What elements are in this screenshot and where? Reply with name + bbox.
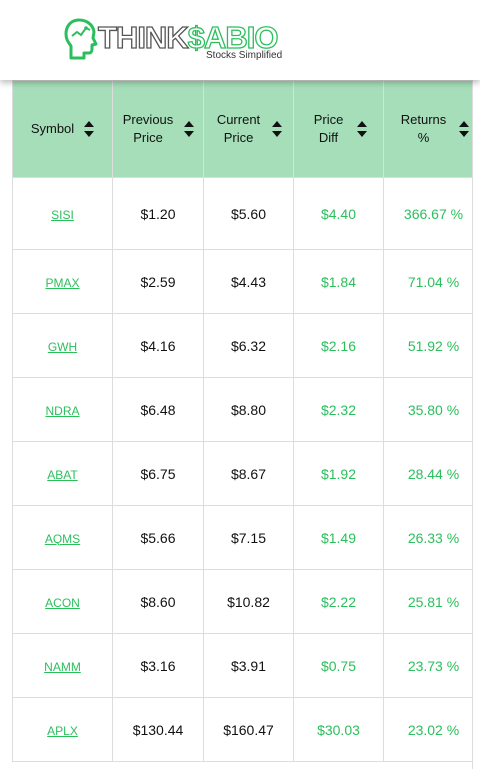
table-right-edge — [472, 80, 480, 769]
brand-name-part2: $ABIO — [187, 19, 279, 55]
returns-cell: 71.04 % — [383, 249, 480, 314]
previous-price-cell: $6.75 — [112, 441, 204, 506]
table-row: NDRA $6.48 $8.80 $2.32 35.80 % — [12, 377, 480, 442]
table-row: NAMM $3.16 $3.91 $0.75 23.73 % — [12, 633, 480, 698]
previous-price-cell: $5.66 — [112, 505, 204, 570]
table-row: APLX $130.44 $160.47 $30.03 23.02 % — [12, 697, 480, 762]
col-header-previous-price[interactable]: Previous Price — [112, 80, 204, 178]
table-row: PMAX $2.59 $4.43 $1.84 71.04 % — [12, 249, 480, 314]
site-header: THINK$ABIO Stocks Simplified — [0, 0, 480, 80]
stocks-table: Symbol Previous Price Current Price Pric… — [12, 80, 480, 762]
current-price-cell: $5.60 — [203, 177, 294, 250]
sort-updown-icon[interactable] — [184, 121, 194, 137]
returns-cell: 23.73 % — [383, 633, 480, 698]
symbol-link[interactable]: SISI — [51, 207, 74, 222]
previous-price-cell: $1.20 — [112, 177, 204, 250]
sort-updown-icon[interactable] — [84, 121, 95, 138]
brand-tagline: Stocks Simplified — [206, 50, 283, 61]
symbol-cell: APLX — [12, 697, 113, 762]
head-profile-icon — [64, 18, 98, 60]
thinksabio-logo[interactable]: THINK$ABIO Stocks Simplified — [64, 18, 294, 64]
sort-updown-icon[interactable] — [356, 121, 367, 137]
price-diff-cell: $2.32 — [293, 377, 384, 442]
current-price-cell: $4.43 — [203, 249, 294, 314]
col-header-returns[interactable]: Returns % — [383, 80, 480, 178]
current-price-cell: $3.91 — [203, 633, 294, 698]
previous-price-cell: $4.16 — [112, 313, 204, 378]
symbol-link[interactable]: GWH — [47, 339, 78, 354]
current-price-cell: $8.80 — [203, 377, 294, 442]
col-header-current-price[interactable]: Current Price — [203, 80, 294, 178]
symbol-link[interactable]: PMAX — [45, 275, 80, 290]
price-diff-cell: $1.92 — [293, 441, 384, 506]
symbol-link[interactable]: ABAT — [47, 467, 78, 482]
current-price-cell: $6.32 — [203, 313, 294, 378]
current-price-cell: $7.15 — [203, 505, 294, 570]
table-row: SISI $1.20 $5.60 $4.40 366.67 % — [12, 177, 480, 250]
current-price-cell: $8.67 — [203, 441, 294, 506]
symbol-link[interactable]: ACON — [45, 595, 80, 610]
previous-price-cell: $3.16 — [112, 633, 204, 698]
price-diff-cell: $2.16 — [293, 313, 384, 378]
symbol-cell: SISI — [12, 177, 113, 250]
symbol-cell: ACON — [12, 569, 113, 634]
symbol-cell: NAMM — [12, 633, 113, 698]
price-diff-cell: $4.40 — [293, 177, 384, 250]
symbol-cell: ABAT — [12, 441, 113, 506]
symbol-link[interactable]: APLX — [47, 723, 78, 738]
table-row: ABAT $6.75 $8.67 $1.92 28.44 % — [12, 441, 480, 506]
table-row: GWH $4.16 $6.32 $2.16 51.92 % — [12, 313, 480, 378]
returns-cell: 23.02 % — [383, 697, 480, 762]
symbol-cell: AQMS — [12, 505, 113, 570]
price-diff-cell: $1.49 — [293, 505, 384, 570]
current-price-cell: $10.82 — [203, 569, 294, 634]
previous-price-cell: $2.59 — [112, 249, 204, 314]
symbol-cell: PMAX — [12, 249, 113, 314]
current-price-cell: $160.47 — [203, 697, 294, 762]
previous-price-cell: $6.48 — [112, 377, 204, 442]
returns-cell: 35.80 % — [383, 377, 480, 442]
col-header-label: Symbol — [30, 121, 75, 137]
col-header-label: Current Price — [216, 112, 261, 145]
previous-price-cell: $130.44 — [112, 697, 204, 762]
symbol-link[interactable]: NAMM — [44, 659, 81, 674]
symbol-link[interactable]: NDRA — [45, 403, 80, 418]
symbol-cell: NDRA — [12, 377, 113, 442]
returns-cell: 25.81 % — [383, 569, 480, 634]
brand-name-part1: THINK — [97, 19, 189, 55]
sort-updown-icon[interactable] — [271, 121, 282, 137]
price-diff-cell: $1.84 — [293, 249, 384, 314]
table-header-row: Symbol Previous Price Current Price Pric… — [12, 80, 480, 178]
col-header-label: Price Diff — [313, 112, 344, 145]
col-header-symbol[interactable]: Symbol — [12, 80, 113, 178]
price-diff-cell: $30.03 — [293, 697, 384, 762]
previous-price-cell: $8.60 — [112, 569, 204, 634]
price-diff-cell: $0.75 — [293, 633, 384, 698]
symbol-cell: GWH — [12, 313, 113, 378]
symbol-link[interactable]: AQMS — [44, 531, 81, 546]
stocks-table-container: Symbol Previous Price Current Price Pric… — [12, 80, 480, 769]
col-header-label: Returns % — [400, 112, 447, 145]
table-row: AQMS $5.66 $7.15 $1.49 26.33 % — [12, 505, 480, 570]
table-row: ACON $8.60 $10.82 $2.22 25.81 % — [12, 569, 480, 634]
col-header-label: Previous Price — [122, 112, 174, 145]
returns-cell: 366.67 % — [383, 177, 480, 250]
returns-cell: 26.33 % — [383, 505, 480, 570]
sort-updown-icon[interactable] — [458, 121, 469, 137]
price-diff-cell: $2.22 — [293, 569, 384, 634]
returns-cell: 28.44 % — [383, 441, 480, 506]
returns-cell: 51.92 % — [383, 313, 480, 378]
col-header-price-diff[interactable]: Price Diff — [293, 80, 384, 178]
